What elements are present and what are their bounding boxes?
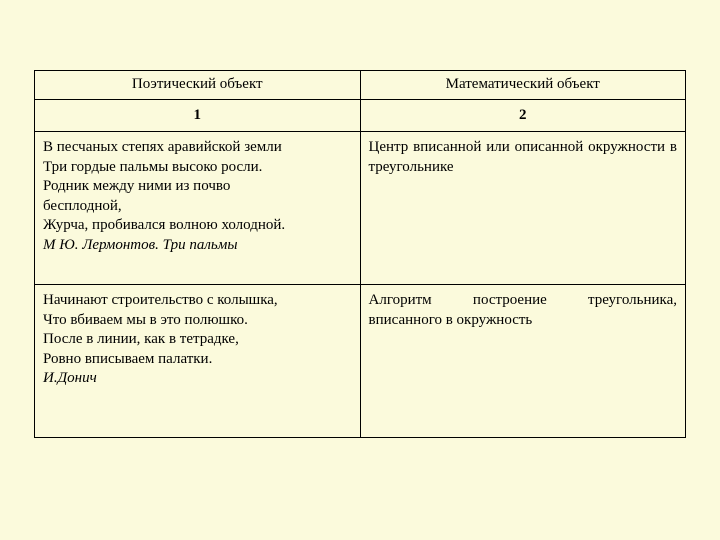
poem-author: И.Донич: [43, 370, 97, 386]
poem-line: После в линии, как в тетрадке,: [43, 331, 239, 347]
subheader-col1: 1: [35, 99, 361, 132]
math-cell-1: Центр вписанной или описанной окружности…: [360, 132, 686, 285]
table-row: Начинают строительство с колышка, Что вб…: [35, 285, 686, 438]
poem-cell-2: Начинают строительство с колышка, Что вб…: [35, 285, 361, 438]
poem-line: Что вбиваем мы в это полюшко.: [43, 312, 248, 328]
poem-cell-1: В песчаных степях аравийской земли Три г…: [35, 132, 361, 285]
poem-line: Родник между ними из почво: [43, 178, 230, 194]
subheader-col2: 2: [360, 99, 686, 132]
table-header-row: Поэтический объект Математический объект: [35, 71, 686, 100]
poem-line: Три гордые пальмы высоко росли.: [43, 159, 262, 175]
poem-line: Ровно вписываем палатки.: [43, 351, 212, 367]
table-row: В песчаных степях аравийской земли Три г…: [35, 132, 686, 285]
page: Поэтический объект Математический объект…: [0, 0, 720, 540]
poem-line: бесплодной,: [43, 198, 122, 214]
poem-line: Начинают строительство с колышка,: [43, 292, 278, 308]
poem-line: В песчаных степях аравийской земли: [43, 139, 282, 155]
table-subheader-row: 1 2: [35, 99, 686, 132]
header-poetic: Поэтический объект: [35, 71, 361, 100]
header-math: Математический объект: [360, 71, 686, 100]
poem-line: Журча, пробивался волною холодной.: [43, 217, 285, 233]
math-cell-2: Алгоритм построение треугольника, вписан…: [360, 285, 686, 438]
comparison-table: Поэтический объект Математический объект…: [34, 70, 686, 438]
poem-author: М Ю. Лермонтов. Три пальмы: [43, 237, 237, 253]
